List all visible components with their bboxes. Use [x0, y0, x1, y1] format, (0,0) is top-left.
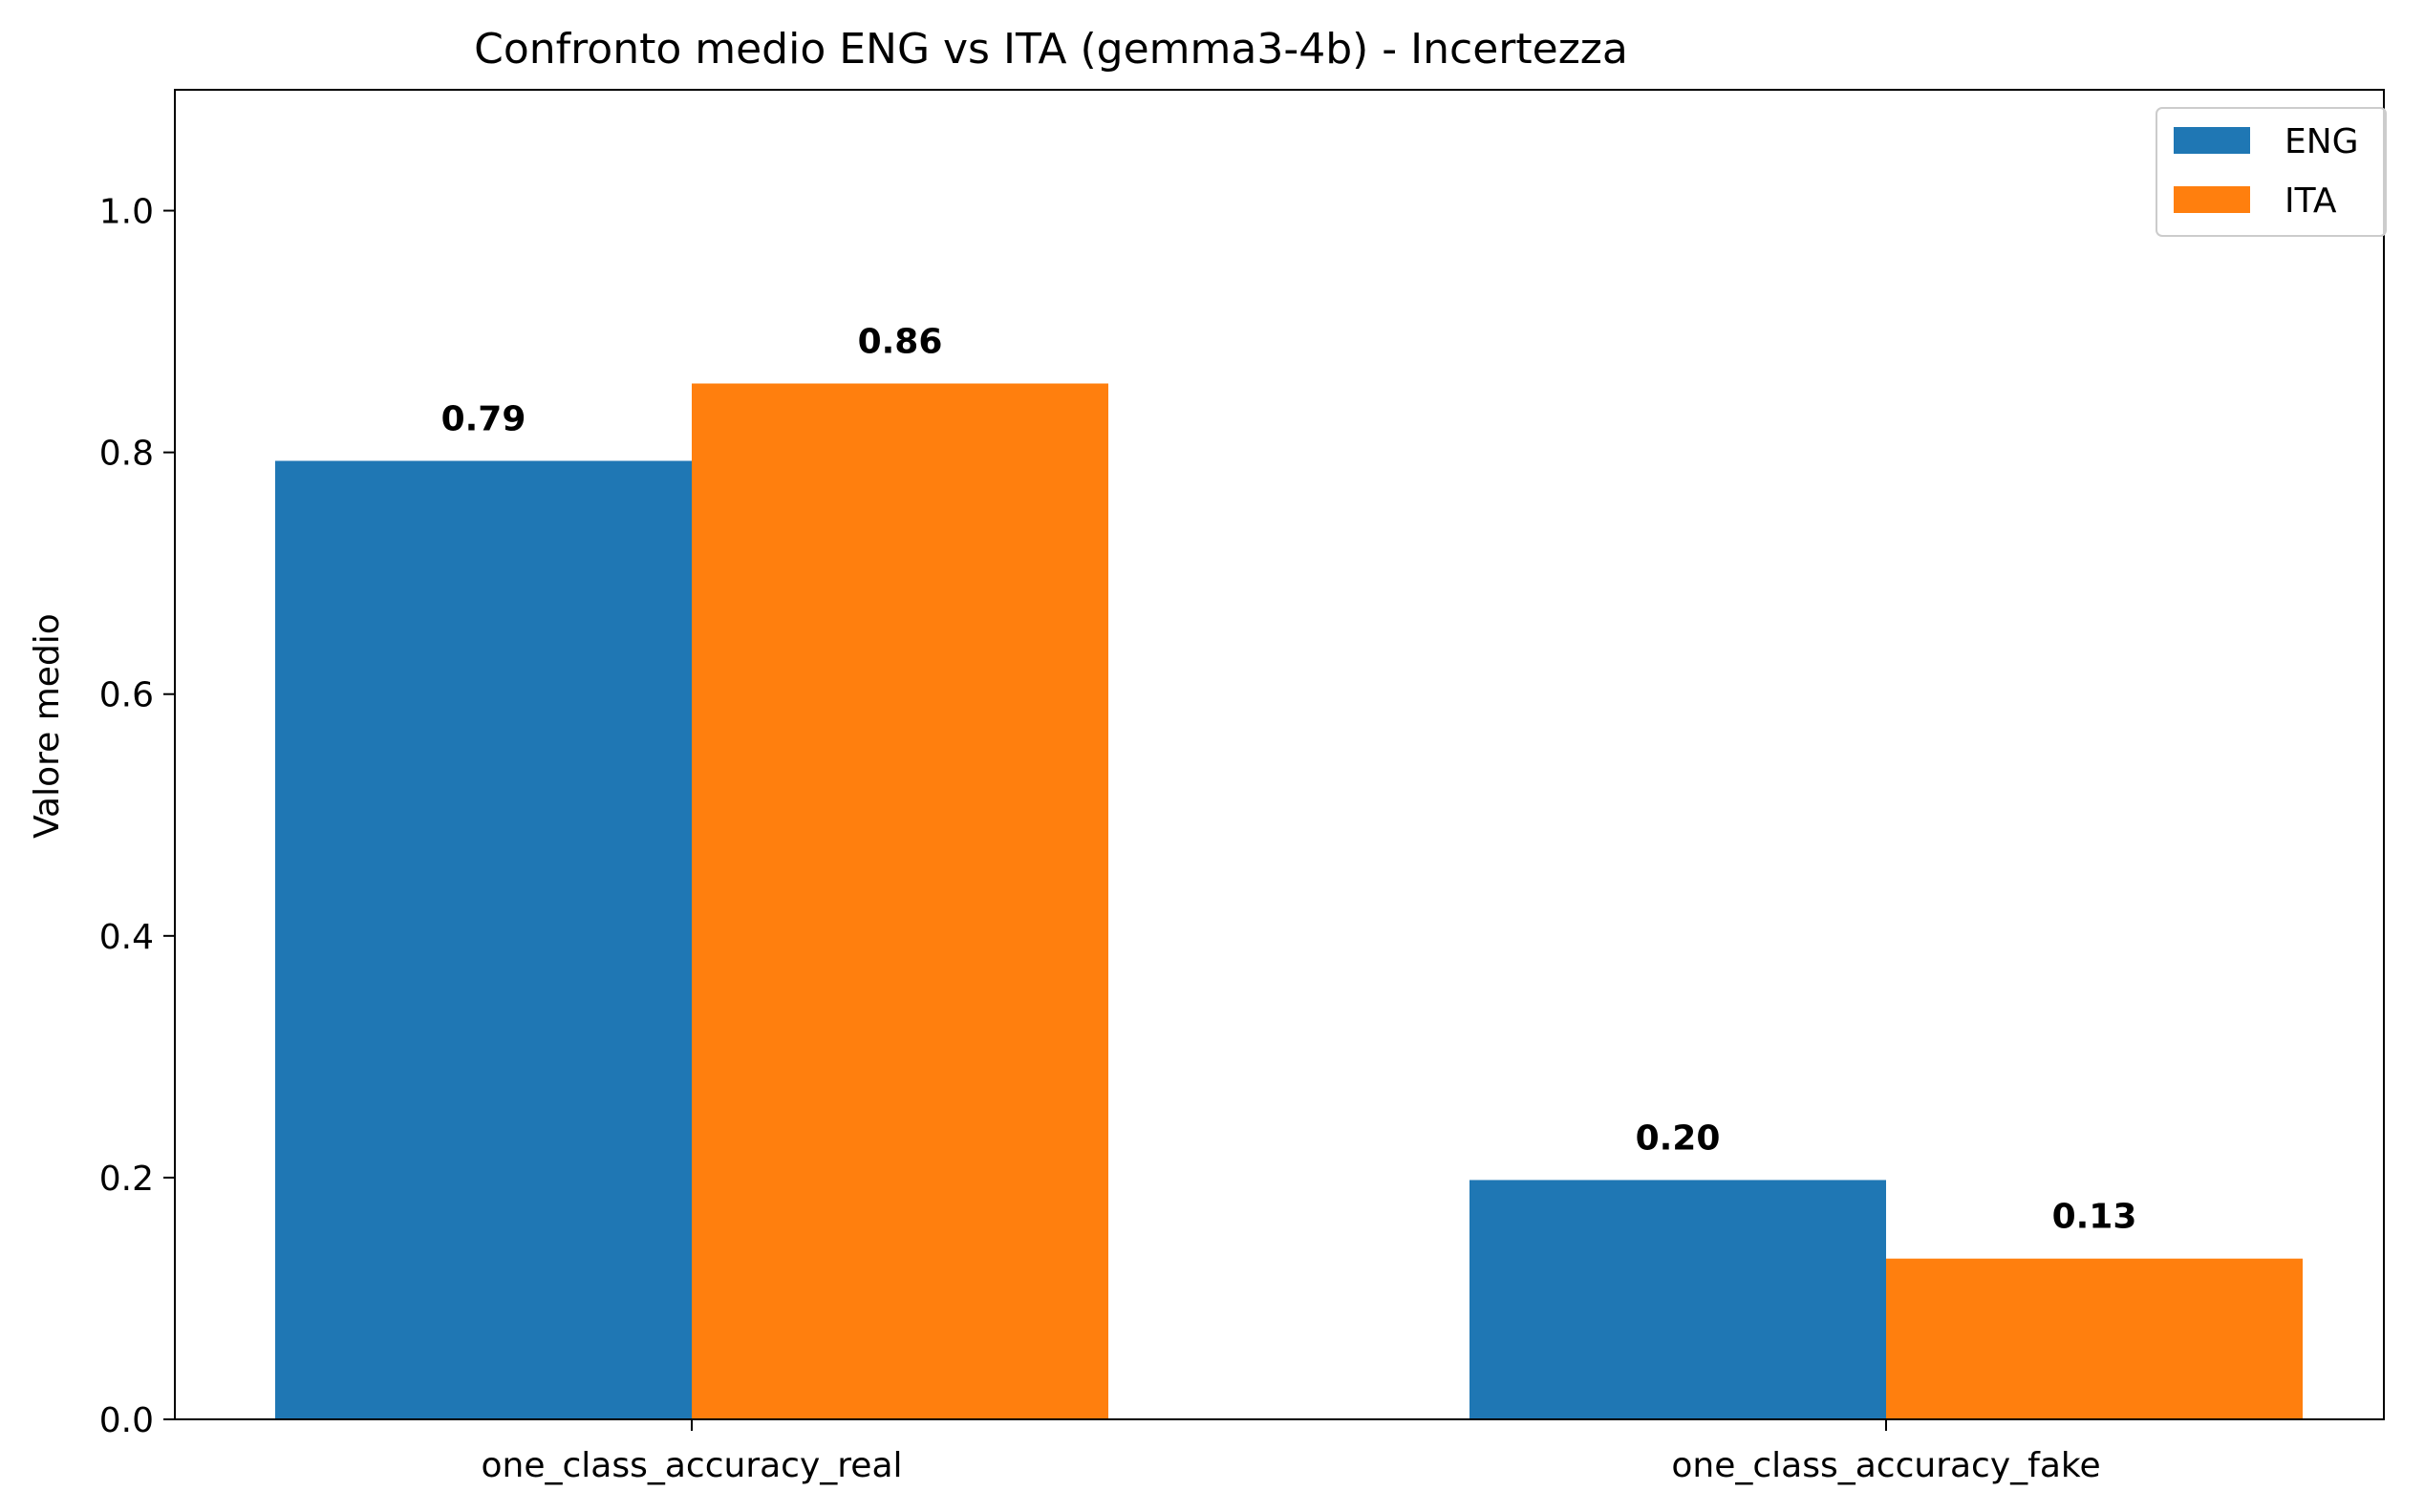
legend-label-ita: ITA — [2285, 181, 2337, 221]
bar-ita-1 — [1886, 1258, 2303, 1419]
legend: ENG ITA — [2156, 107, 2387, 237]
y-tick-label: 0.0 — [99, 1401, 154, 1440]
legend-label-eng: ENG — [2285, 122, 2359, 161]
bar-eng-0 — [275, 460, 692, 1420]
chart-title: Confronto medio ENG vs ITA (gemma3-4b) -… — [474, 25, 1628, 74]
bar-eng-1 — [1469, 1180, 1886, 1419]
x-tick-label: one_class_accuracy_real — [482, 1446, 903, 1485]
legend-swatch-eng — [2174, 127, 2250, 154]
y-tick-label: 1.0 — [99, 193, 154, 232]
data-label-eng-0: 0.79 — [441, 399, 526, 438]
legend-swatch-ita — [2174, 186, 2250, 213]
data-label-ita-1: 0.13 — [2052, 1198, 2137, 1237]
y-tick-label: 0.6 — [99, 676, 154, 715]
y-axis-label: Valore medio — [28, 613, 67, 839]
x-tick-label: one_class_accuracy_fake — [1671, 1446, 2100, 1485]
data-label-ita-0: 0.86 — [858, 323, 943, 362]
plot-area: 0.79 0.86 one_class_accuracy_real 0.20 0.13 o… — [99, 89, 2385, 1485]
y-tick-label: 0.4 — [99, 918, 154, 957]
data-label-eng-1: 0.20 — [1636, 1118, 1721, 1158]
bar-ita-0 — [692, 383, 1108, 1419]
plot-frame — [174, 89, 2385, 1420]
y-tick-label: 0.8 — [99, 435, 154, 474]
y-tick-label: 0.2 — [99, 1160, 154, 1199]
